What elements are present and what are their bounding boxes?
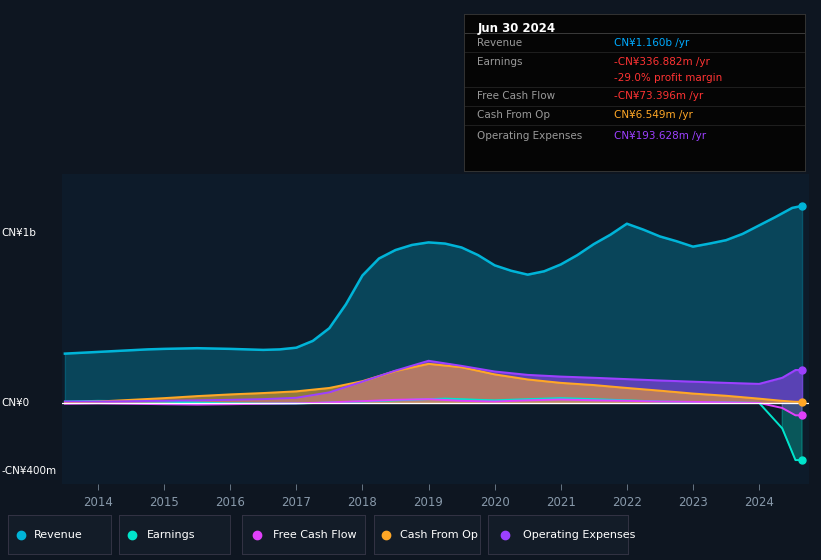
Text: CN¥1b: CN¥1b bbox=[2, 228, 36, 238]
Text: Free Cash Flow: Free Cash Flow bbox=[273, 530, 356, 540]
Text: Cash From Op: Cash From Op bbox=[478, 110, 551, 120]
Text: CN¥0: CN¥0 bbox=[2, 398, 30, 408]
Text: Cash From Op: Cash From Op bbox=[401, 530, 478, 540]
Text: -CN¥400m: -CN¥400m bbox=[2, 466, 57, 476]
Text: CN¥6.549m /yr: CN¥6.549m /yr bbox=[614, 110, 693, 120]
Text: -CN¥336.882m /yr: -CN¥336.882m /yr bbox=[614, 57, 709, 67]
Text: Revenue: Revenue bbox=[34, 530, 83, 540]
Text: CN¥193.628m /yr: CN¥193.628m /yr bbox=[614, 131, 706, 141]
Text: -29.0% profit margin: -29.0% profit margin bbox=[614, 72, 722, 82]
Text: Earnings: Earnings bbox=[147, 530, 195, 540]
Text: Operating Expenses: Operating Expenses bbox=[478, 131, 583, 141]
Text: Earnings: Earnings bbox=[478, 57, 523, 67]
Text: CN¥1.160b /yr: CN¥1.160b /yr bbox=[614, 38, 689, 48]
Text: Revenue: Revenue bbox=[478, 38, 523, 48]
Text: -CN¥73.396m /yr: -CN¥73.396m /yr bbox=[614, 91, 703, 101]
Text: Operating Expenses: Operating Expenses bbox=[524, 530, 635, 540]
Text: Free Cash Flow: Free Cash Flow bbox=[478, 91, 556, 101]
Text: Jun 30 2024: Jun 30 2024 bbox=[478, 22, 556, 35]
